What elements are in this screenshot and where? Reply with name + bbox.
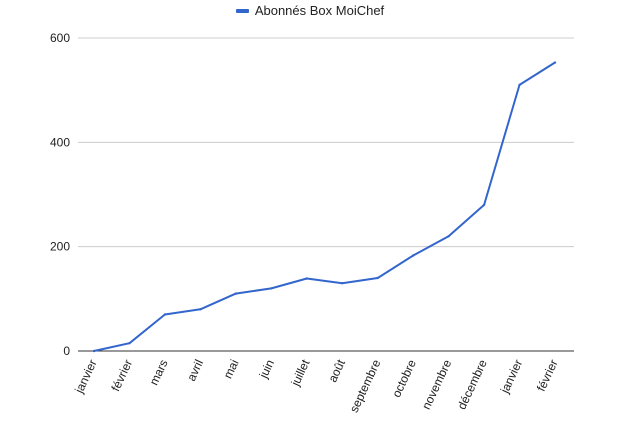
data-point <box>411 254 415 257</box>
x-tick-label: octobre <box>389 357 419 399</box>
x-tick-label: février <box>534 357 561 393</box>
data-point <box>92 349 96 353</box>
x-tick-label: septembre <box>347 357 384 415</box>
x-tick-label: mars <box>147 357 171 387</box>
data-point <box>163 313 167 316</box>
x-tick-label: juin <box>256 357 277 381</box>
y-tick-label: 400 <box>50 135 70 149</box>
x-tick-label: août <box>325 357 348 385</box>
data-point <box>376 276 379 280</box>
x-tick-label: février <box>108 357 135 393</box>
x-tick-label: mai <box>221 357 242 380</box>
y-tick-label: 600 <box>50 31 70 45</box>
data-point <box>518 83 521 87</box>
data-point <box>199 308 202 311</box>
data-point <box>447 235 450 238</box>
data-point <box>128 341 131 345</box>
x-tick-label: novembre <box>419 357 454 412</box>
x-tick-label: janvier <box>497 357 525 396</box>
data-point <box>305 277 308 280</box>
series-line <box>93 61 556 352</box>
data-point <box>341 281 344 285</box>
data-point <box>553 61 557 64</box>
y-tick-label: 200 <box>50 240 70 254</box>
data-point <box>270 287 273 290</box>
legend-swatch <box>235 8 249 13</box>
data-point <box>234 292 238 295</box>
x-tick-label: avril <box>184 357 206 383</box>
legend-label: Abonnés Box MoiChef <box>254 3 385 19</box>
chart-legend: Abonnés Box MoiChef <box>0 2 620 18</box>
y-tick-label: 0 <box>63 344 70 358</box>
x-tick-label: juillet <box>288 357 313 389</box>
data-point <box>482 203 486 207</box>
x-tick-label: décembre <box>455 357 490 412</box>
x-tick-label: janvier <box>72 357 100 396</box>
